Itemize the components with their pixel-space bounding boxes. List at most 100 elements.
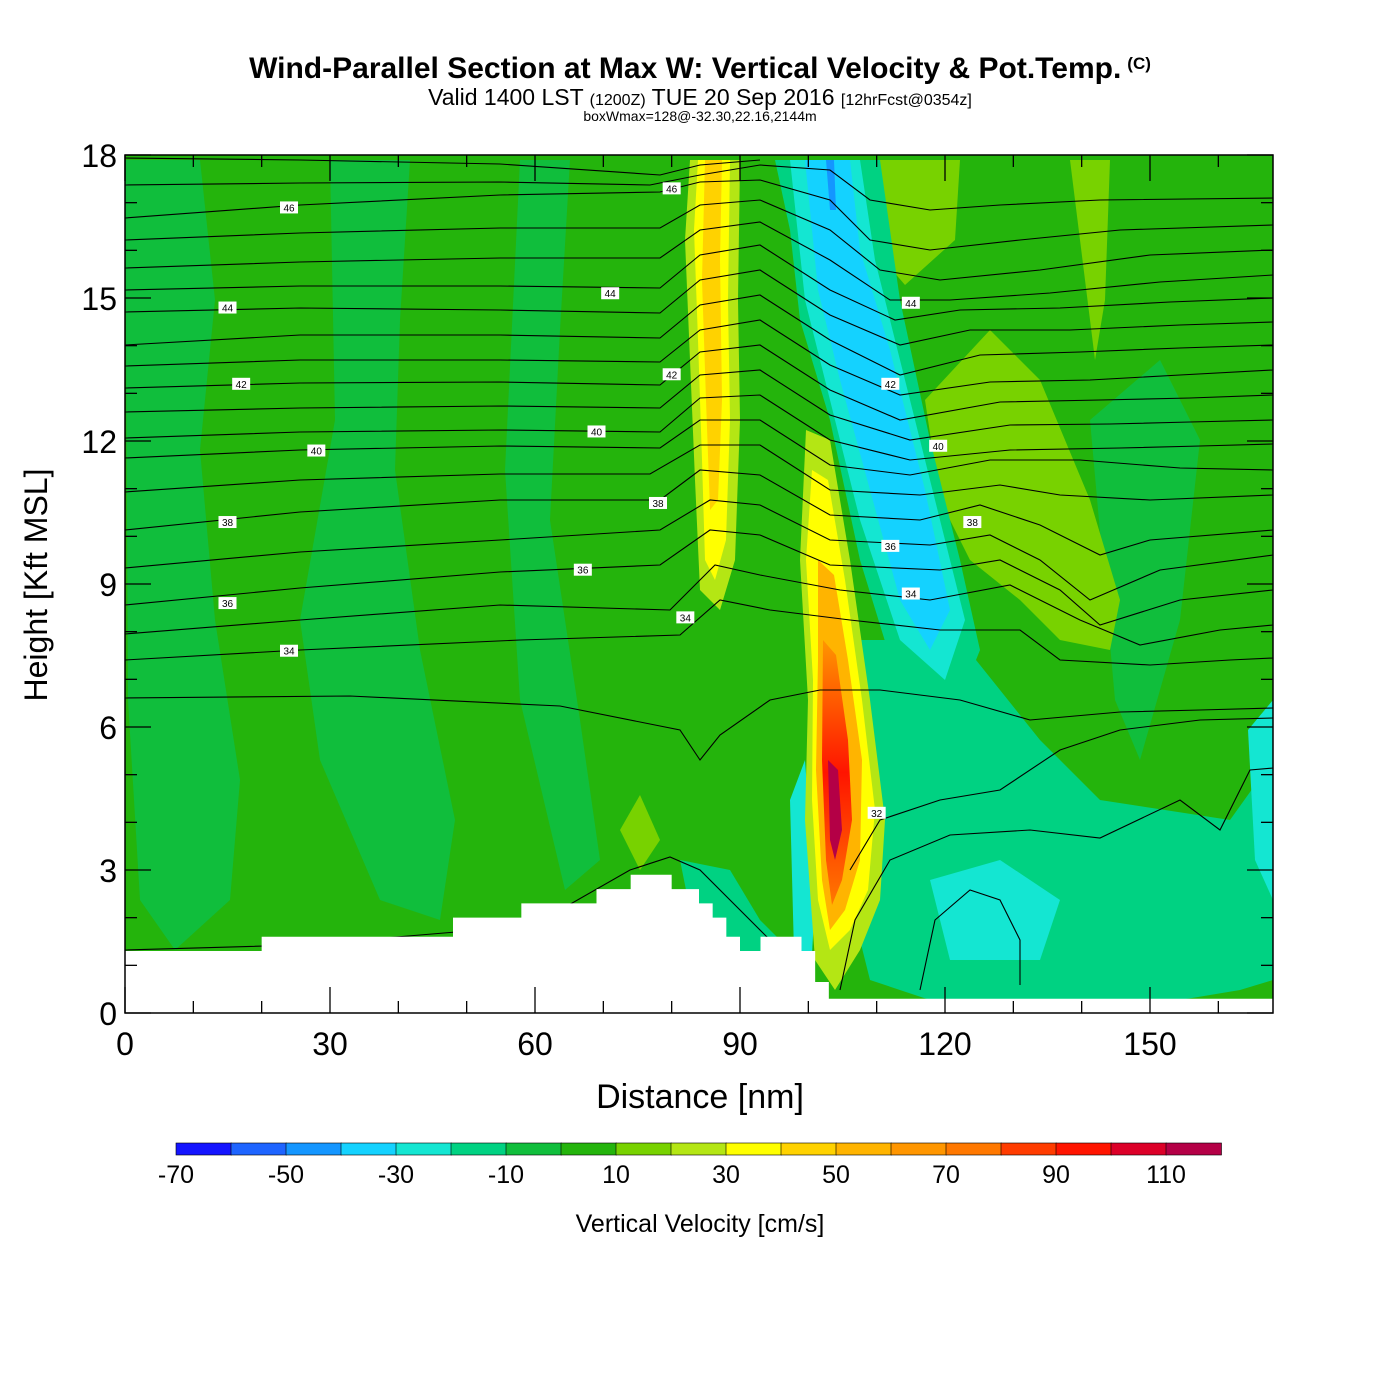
colorbar-tick-label: -30 xyxy=(378,1161,414,1189)
isentrope-line xyxy=(125,344,1273,421)
isentrope-line xyxy=(125,499,1273,601)
downdraft-right-edge xyxy=(1248,700,1273,900)
isentrope-line xyxy=(849,717,1273,871)
colorbar-swatch xyxy=(450,1142,507,1156)
colorbar: -70 -50 -30 -10 10 30 50 70 90 110 xyxy=(158,1142,1222,1189)
x-tick-label: 90 xyxy=(722,1026,758,1062)
colorbar-swatch xyxy=(175,1142,232,1156)
isentrope-line xyxy=(125,179,1273,251)
isentrope-line xyxy=(125,564,1273,646)
isentrope-line xyxy=(125,394,1273,461)
colorbar-tick-label: 110 xyxy=(1146,1161,1186,1189)
contour-label: 40 xyxy=(591,427,603,438)
contour-label-box xyxy=(901,587,920,600)
contour-label-box xyxy=(307,444,326,457)
contour-label: 32 xyxy=(871,809,883,820)
contour-label: 38 xyxy=(967,518,979,529)
contour-label: 44 xyxy=(905,299,917,310)
contour-label-box xyxy=(218,301,237,314)
contour-label-box xyxy=(676,611,695,624)
chart-title-text: Wind-Parallel Section at Max W: Vertical… xyxy=(249,52,1122,85)
contour-label: 46 xyxy=(666,184,678,195)
contour-label-box xyxy=(963,516,982,529)
contour-label: 36 xyxy=(885,542,897,553)
x-tick-label: 0 xyxy=(116,1026,134,1062)
isentrope-line xyxy=(125,529,1273,626)
contour-label: 34 xyxy=(905,590,917,601)
contour-label-box xyxy=(867,806,886,819)
colorbar-swatch xyxy=(1000,1142,1057,1156)
box-wmax-info: boxWmax=128@-32.30,22.16,2144m xyxy=(583,108,817,124)
x-tick-label: 120 xyxy=(918,1026,971,1062)
contour-label: 40 xyxy=(933,442,945,453)
contour-label-box xyxy=(929,439,948,452)
isentrope-line xyxy=(125,157,761,176)
isentrope-line xyxy=(125,444,1273,501)
contour-label-box xyxy=(901,296,920,309)
weak-updraft-terrain xyxy=(620,795,660,870)
downdraft-column-core xyxy=(805,160,950,650)
contour-label-box xyxy=(881,539,900,552)
potential-temperature-contours xyxy=(125,157,1273,991)
contour-label: 42 xyxy=(666,370,678,381)
light-green-band-center xyxy=(505,160,600,890)
weak-updraft-right-column xyxy=(1070,160,1110,360)
chart-title: Wind-Parallel Section at Max W: Vertical… xyxy=(0,52,1400,86)
isentrope-line xyxy=(125,469,1273,556)
contour-label: 36 xyxy=(222,599,234,610)
contour-label: 44 xyxy=(605,289,617,300)
contour-label-box xyxy=(662,182,681,195)
x-tick-label: 60 xyxy=(517,1026,553,1062)
contour-label-box xyxy=(881,377,900,390)
isentrope-line xyxy=(125,269,1273,346)
vertical-velocity-field xyxy=(125,160,1273,1000)
plot-area: 46 46 44 44 44 42 42 42 40 40 40 38 38 38 36 36 36 34 34 34… xyxy=(125,155,1273,1013)
contour-label-box xyxy=(649,496,667,509)
contour-label: 46 xyxy=(283,203,295,214)
colorbar-swatch xyxy=(285,1142,342,1156)
contour-labels: 46 46 44 44 44 42 42 42 40 40 40 38 38 38 36 36 36 34 34 34… xyxy=(218,182,982,820)
zulu-time: (1200Z) xyxy=(589,92,646,109)
contour-label-box xyxy=(662,368,681,381)
copyright-mark: (C) xyxy=(1127,54,1151,73)
colorbar-tick-label: -50 xyxy=(268,1161,304,1189)
colorbar-swatch xyxy=(725,1142,782,1156)
isentrope-line xyxy=(839,767,1273,991)
isentrope-line xyxy=(125,164,1273,211)
colorbar-tick-label: -10 xyxy=(488,1161,524,1189)
isentrope-line xyxy=(125,419,1273,476)
updraft-main-peak xyxy=(828,760,842,860)
contour-label: 38 xyxy=(222,518,234,529)
contour-label: 34 xyxy=(680,613,692,624)
isentrope-line xyxy=(125,319,1273,396)
isentrope-line xyxy=(125,369,1273,441)
contour-label: 40 xyxy=(311,447,323,458)
colorbar-swatch xyxy=(340,1142,397,1156)
colorbar-swatch xyxy=(1055,1142,1112,1156)
y-tick-label: 3 xyxy=(99,853,117,889)
light-green-band-left xyxy=(125,160,240,950)
y-tick-label: 6 xyxy=(99,710,117,746)
contour-label: 34 xyxy=(283,647,295,658)
contour-label-box xyxy=(218,516,237,529)
colorbar-tick-label: 30 xyxy=(712,1161,740,1189)
colorbar-tick-label: 50 xyxy=(822,1161,850,1189)
colorbar-tick-label: 70 xyxy=(932,1161,960,1189)
colorbar-tick-label: 90 xyxy=(1042,1161,1070,1189)
colorbar-swatch xyxy=(395,1142,452,1156)
contour-label-box xyxy=(280,644,298,657)
isentrope-line xyxy=(125,244,1273,321)
colorbar-tick-label: -70 xyxy=(158,1161,194,1189)
downdraft-inner xyxy=(930,860,1060,960)
isentrope-line xyxy=(125,221,1273,301)
contour-label-box xyxy=(218,597,237,610)
updraft-upper-core xyxy=(702,160,722,510)
y-tick-label: 15 xyxy=(81,281,117,317)
colorbar-swatch xyxy=(1165,1142,1222,1156)
forecast-info: [12hrFcst@0354z] xyxy=(840,92,972,109)
y-tick-label: 9 xyxy=(99,567,117,603)
contour-label: 38 xyxy=(652,499,664,510)
colorbar-swatch xyxy=(835,1142,892,1156)
terrain xyxy=(125,874,1273,1013)
